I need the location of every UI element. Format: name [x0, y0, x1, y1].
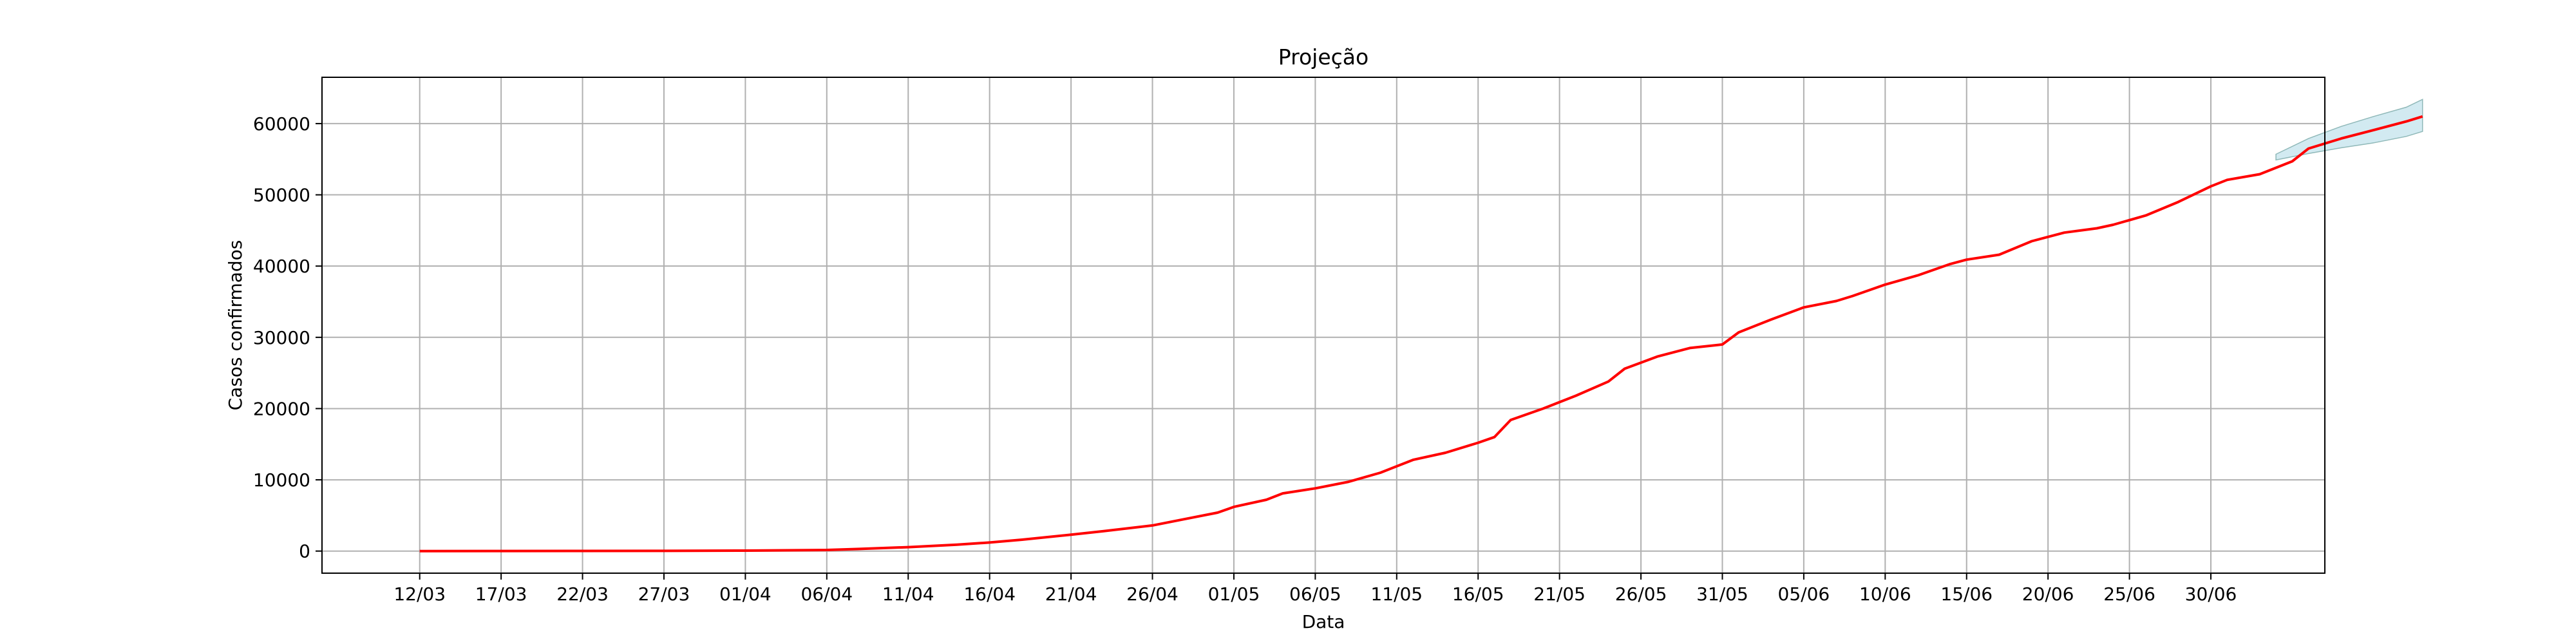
x-tick-label: 10/06 [1859, 583, 1911, 605]
plot-background [322, 77, 2325, 573]
x-tick-label: 15/06 [1940, 583, 1993, 605]
confidence-band-area [2275, 99, 2423, 161]
x-tick-label: 30/06 [2185, 583, 2237, 605]
x-gridlines [419, 77, 2212, 573]
x-tick-label: 16/05 [1452, 583, 1504, 605]
x-tick-label: 11/05 [1370, 583, 1423, 605]
x-tick-label: 31/05 [1696, 583, 1748, 605]
x-tick-label: 12/03 [393, 583, 446, 605]
projection-line [419, 115, 2423, 553]
y-tick-label: 0 [299, 541, 310, 562]
x-tick-label: 16/04 [963, 583, 1016, 605]
x-tick-label: 05/06 [1778, 583, 1830, 605]
x-tick-label: 21/04 [1045, 583, 1097, 605]
y-tick-label: 30000 [253, 327, 310, 348]
y-tick-label: 50000 [253, 185, 310, 206]
x-tick-label: 11/04 [882, 583, 934, 605]
x-tick-label: 21/05 [1533, 583, 1586, 605]
x-tick-label: 26/04 [1126, 583, 1179, 605]
x-tick-label: 01/05 [1208, 583, 1260, 605]
y-tick-label: 10000 [253, 469, 310, 491]
plot-frame [321, 77, 2325, 574]
y-tick-label: 40000 [253, 256, 310, 277]
x-tick-label: 06/05 [1289, 583, 1341, 605]
x-tick-label: 06/04 [800, 583, 853, 605]
x-axis-label: Data [1302, 611, 1345, 632]
x-tick-label: 01/04 [719, 583, 772, 605]
x-tick-label: 17/03 [475, 583, 527, 605]
y-axis-label: Casos confirmados [225, 240, 246, 411]
x-axis-ticks: 12/03 17/03 22/03 27/03 01/04 06/04 11/04 16/04… [393, 573, 2237, 605]
chart-title: Projeção [1278, 44, 1368, 70]
series-lines [419, 115, 2423, 553]
confidence-band [2275, 99, 2423, 161]
y-tick-label: 60000 [253, 113, 310, 135]
y-tick-label: 20000 [253, 398, 310, 419]
x-tick-label: 22/03 [556, 583, 609, 605]
x-tick-label: 26/05 [1615, 583, 1667, 605]
x-tick-label: 25/06 [2103, 583, 2155, 605]
x-tick-label: 27/03 [638, 583, 690, 605]
y-axis-ticks: 0 10000 20000 30000 40000 50000 60000 [253, 113, 322, 562]
x-tick-label: 20/06 [2022, 583, 2074, 605]
